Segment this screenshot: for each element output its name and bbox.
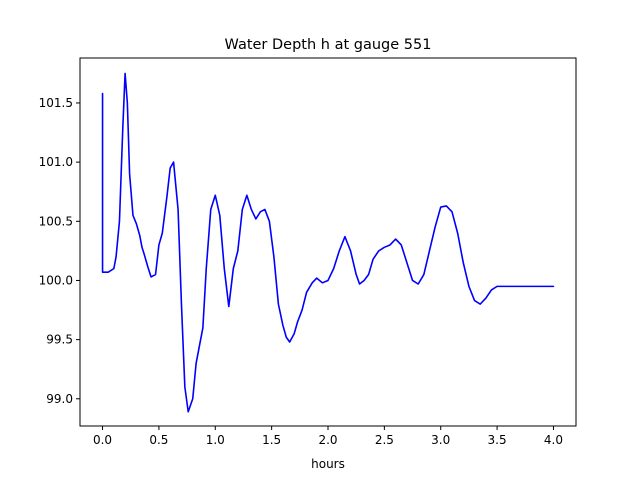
y-tick-label: 99.0 [46,392,73,406]
y-tick-label: 100.0 [39,273,73,287]
plot-area: 0.0 0.5 1.0 1.5 2.0 2.5 3.0 3.5 4.0 99.0 99.5 100.0… [39,57,577,447]
y-tick-label: 99.5 [46,333,73,347]
x-tick-label: 3.5 [488,433,507,447]
x-axis-label: hours [311,457,345,471]
x-tick-label: 3.0 [431,433,450,447]
y-tick-label: 101.0 [39,155,73,169]
x-tick-label: 0.5 [149,433,168,447]
chart-title: Water Depth h at gauge 551 [225,37,432,53]
x-tick-label: 1.5 [262,433,281,447]
y-tick-label: 100.5 [39,214,73,228]
y-tick-label: 101.5 [39,96,73,110]
x-tick-label: 2.5 [375,433,394,447]
x-tick-label: 0.0 [93,433,112,447]
x-tick-label: 1.0 [206,433,225,447]
series-line-1 [101,72,555,413]
x-tick-label: 2.0 [318,433,337,447]
x-tick-label: 4.0 [544,433,563,447]
